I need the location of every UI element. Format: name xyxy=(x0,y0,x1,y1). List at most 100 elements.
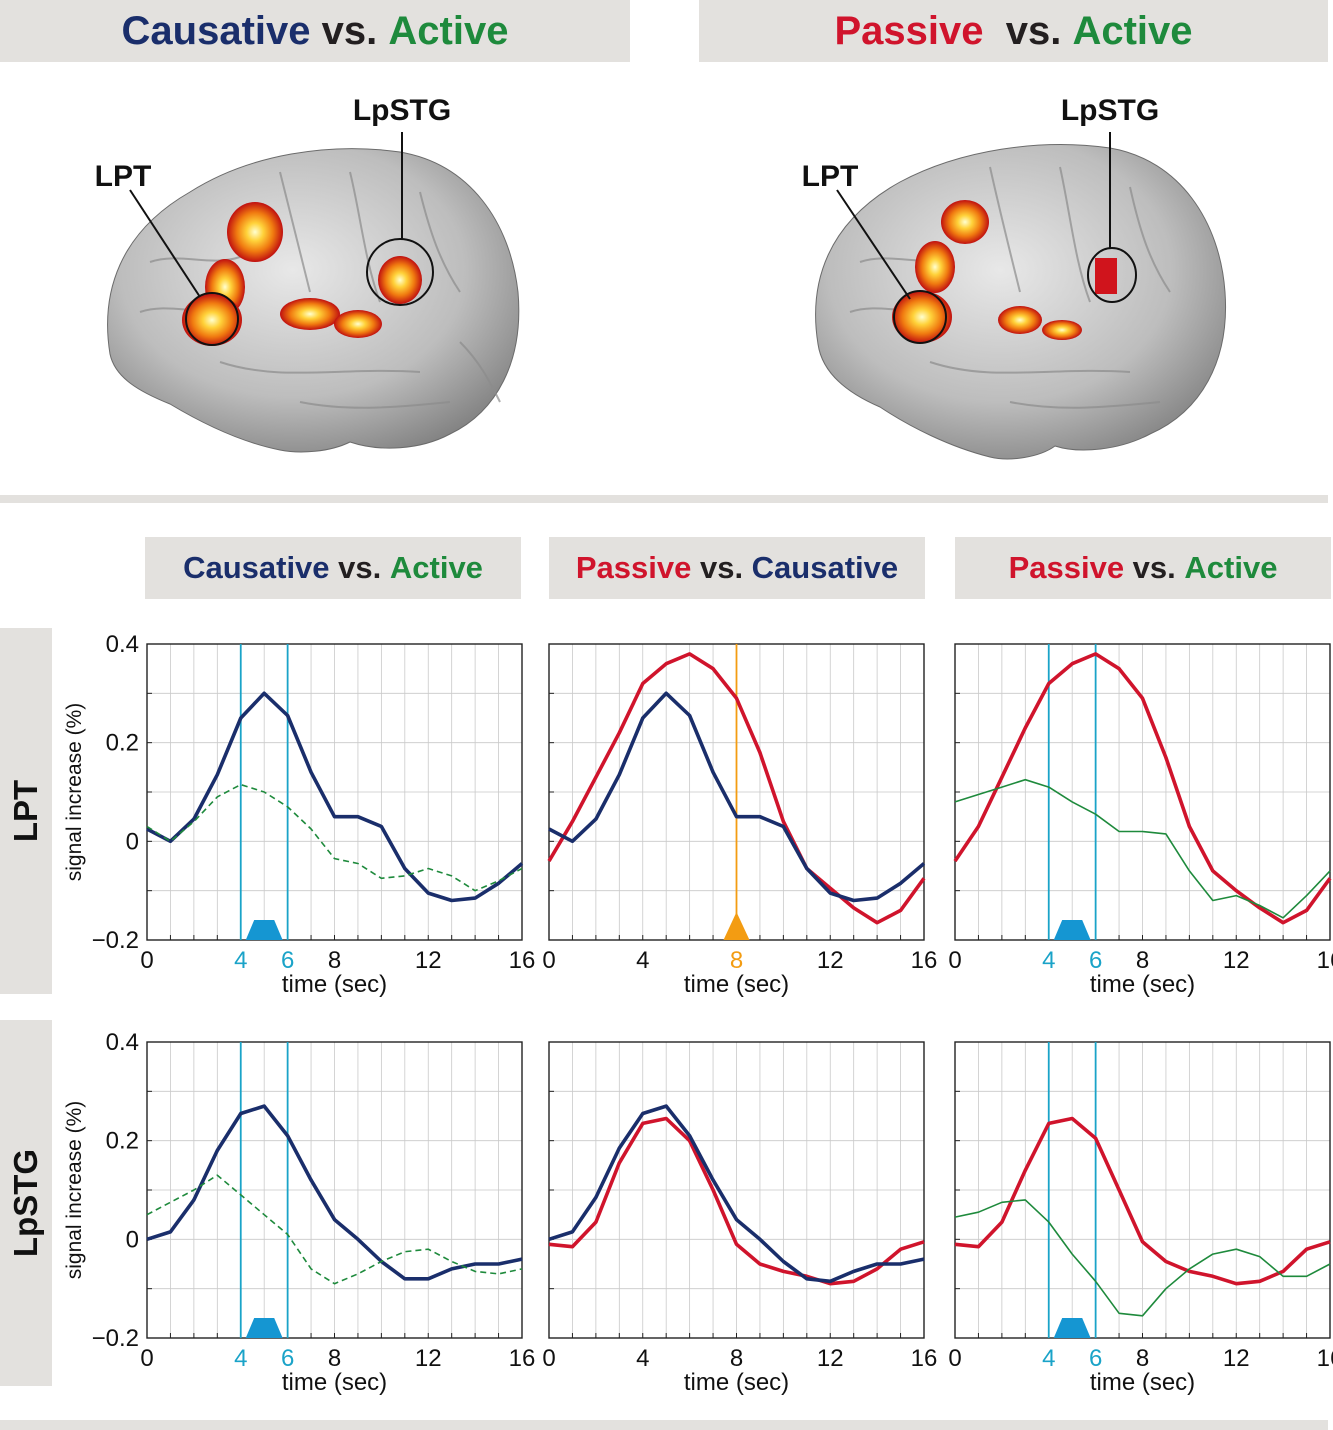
x-tick-label: 4 xyxy=(636,947,649,974)
roi-label-lpstg: LpSTG xyxy=(353,94,451,127)
x-tick-label: 0 xyxy=(140,947,153,974)
roi-circle-lpt xyxy=(893,290,947,344)
brain-figures: LPT LpSTG LPT LpSTG xyxy=(95,94,1227,460)
x-tick-label: 4 xyxy=(1042,947,1055,974)
activation-blobs xyxy=(892,200,1117,343)
x-tick-label: 12 xyxy=(1223,947,1250,974)
header-term-b: Active xyxy=(389,550,483,585)
title-term-b: Active xyxy=(1072,8,1193,53)
column-header-passive-vs-active: Passive vs. Active xyxy=(955,537,1331,599)
x-tick-label: 4 xyxy=(234,1345,247,1372)
series-line-active xyxy=(146,1174,523,1285)
x-tick-label: 16 xyxy=(1317,1345,1333,1372)
x-tick-label: 6 xyxy=(281,1345,294,1372)
title-vs: vs. xyxy=(983,8,1073,53)
x-axis-label: time (sec) xyxy=(684,1369,789,1396)
activation-blobs xyxy=(182,202,422,346)
header-term-a: Passive xyxy=(575,550,692,585)
x-tick-label: 8 xyxy=(730,947,743,974)
chart-grid xyxy=(147,644,522,940)
roi-label-lpstg: LpSTG xyxy=(1061,94,1159,127)
y-tick-label: 0 xyxy=(126,828,139,855)
header-term-b: Causative xyxy=(751,550,899,585)
column-header-causative-vs-active: Causative vs. Active xyxy=(145,537,521,599)
header-term-a: Causative xyxy=(183,550,330,585)
x-tick-label: 6 xyxy=(281,947,294,974)
row-label-lpt: LPT xyxy=(0,628,52,994)
chart-panel: 0 4 8 12 16 time (sec) xyxy=(542,643,938,998)
x-tick-label: 12 xyxy=(415,1345,442,1372)
x-tick-label: 8 xyxy=(328,947,341,974)
x-tick-label: 8 xyxy=(730,1345,743,1372)
x-tick-label: 12 xyxy=(415,947,442,974)
roi-pointer-line xyxy=(836,189,911,300)
x-tick-label: 0 xyxy=(140,1345,153,1372)
x-tick-label: 0 xyxy=(542,1345,555,1372)
series-line-causative xyxy=(146,1104,523,1281)
series-line-passive xyxy=(547,652,926,925)
x-tick-label: 16 xyxy=(509,1345,536,1372)
title-term-a: Passive xyxy=(834,8,984,53)
row-label-lpstg: LpSTG xyxy=(0,1020,52,1386)
chart-panel: 0 4 6 8 12 16 time (sec) xyxy=(948,1041,1333,1396)
roi-pointer-line xyxy=(129,189,201,298)
section-divider xyxy=(0,1420,1328,1430)
y-tick-label: 0.4 xyxy=(106,631,139,658)
title-term-a: Causative xyxy=(121,8,311,53)
x-tick-label: 4 xyxy=(234,947,247,974)
x-tick-label: 16 xyxy=(911,947,938,974)
x-tick-label: 6 xyxy=(1089,1345,1102,1372)
top-title-causative-vs-active: Causative vs. Active xyxy=(0,0,630,62)
y-tick-label: 0.2 xyxy=(106,1128,139,1155)
chart-panel: 0 4 8 12 16 time (sec) xyxy=(542,1041,937,1396)
x-tick-label: 12 xyxy=(817,1345,844,1372)
series-line-passive xyxy=(953,652,1332,925)
section-divider xyxy=(0,495,1328,503)
chart-grid xyxy=(549,1042,924,1338)
header-vs: vs. xyxy=(329,550,390,585)
roi-label-lpt: LPT xyxy=(802,160,859,193)
series-line-passive xyxy=(548,1116,925,1286)
brain-image-causative-vs-active: LPT LpSTG xyxy=(95,94,520,453)
x-tick-label: 0 xyxy=(948,1345,961,1372)
x-tick-label: 12 xyxy=(1223,1345,1250,1372)
x-tick-label: 0 xyxy=(948,947,961,974)
header-term-a: Passive xyxy=(1008,550,1125,585)
series-line-causative xyxy=(548,691,926,903)
x-tick-label: 16 xyxy=(1317,947,1333,974)
x-tick-label: 0 xyxy=(542,947,555,974)
y-axis-label: signal increase (%) xyxy=(63,1101,86,1280)
roi-circle-lpstg xyxy=(1087,247,1137,303)
x-axis-label: time (sec) xyxy=(282,971,387,998)
header-vs: vs. xyxy=(691,550,752,585)
roi-circle-lpt xyxy=(185,292,239,346)
title-term-b: Active xyxy=(388,8,509,53)
y-tick-label: 0.4 xyxy=(106,1029,139,1056)
y-tick-label: −0.2 xyxy=(92,927,139,954)
stimulus-marker xyxy=(245,1318,283,1338)
stimulus-marker xyxy=(1053,1318,1091,1338)
y-tick-label: 0 xyxy=(126,1226,139,1253)
x-tick-label: 8 xyxy=(328,1345,341,1372)
roi-circle-lpstg xyxy=(366,238,434,306)
x-tick-label: 6 xyxy=(1089,947,1102,974)
brain-image-passive-vs-active: LPT LpSTG xyxy=(802,94,1227,460)
y-tick-label: 0.2 xyxy=(106,730,139,757)
stimulus-marker xyxy=(245,920,283,940)
header-vs: vs. xyxy=(1124,550,1185,585)
x-axis-label: time (sec) xyxy=(1090,1369,1195,1396)
chart-grid xyxy=(147,1042,522,1338)
y-axis-label: signal increase (%) xyxy=(63,703,86,882)
series-line-causative xyxy=(548,1104,925,1284)
x-tick-label: 12 xyxy=(817,947,844,974)
series-line-active xyxy=(954,1199,1331,1317)
x-tick-label: 16 xyxy=(509,947,536,974)
x-axis-label: time (sec) xyxy=(1090,971,1195,998)
header-term-b: Active xyxy=(1184,550,1278,585)
peak-marker xyxy=(723,912,750,940)
chart-panel: 0 4 6 8 12 16 time (sec) xyxy=(948,643,1333,998)
chart-grid xyxy=(955,1042,1330,1338)
series-line-passive xyxy=(954,1116,1331,1286)
